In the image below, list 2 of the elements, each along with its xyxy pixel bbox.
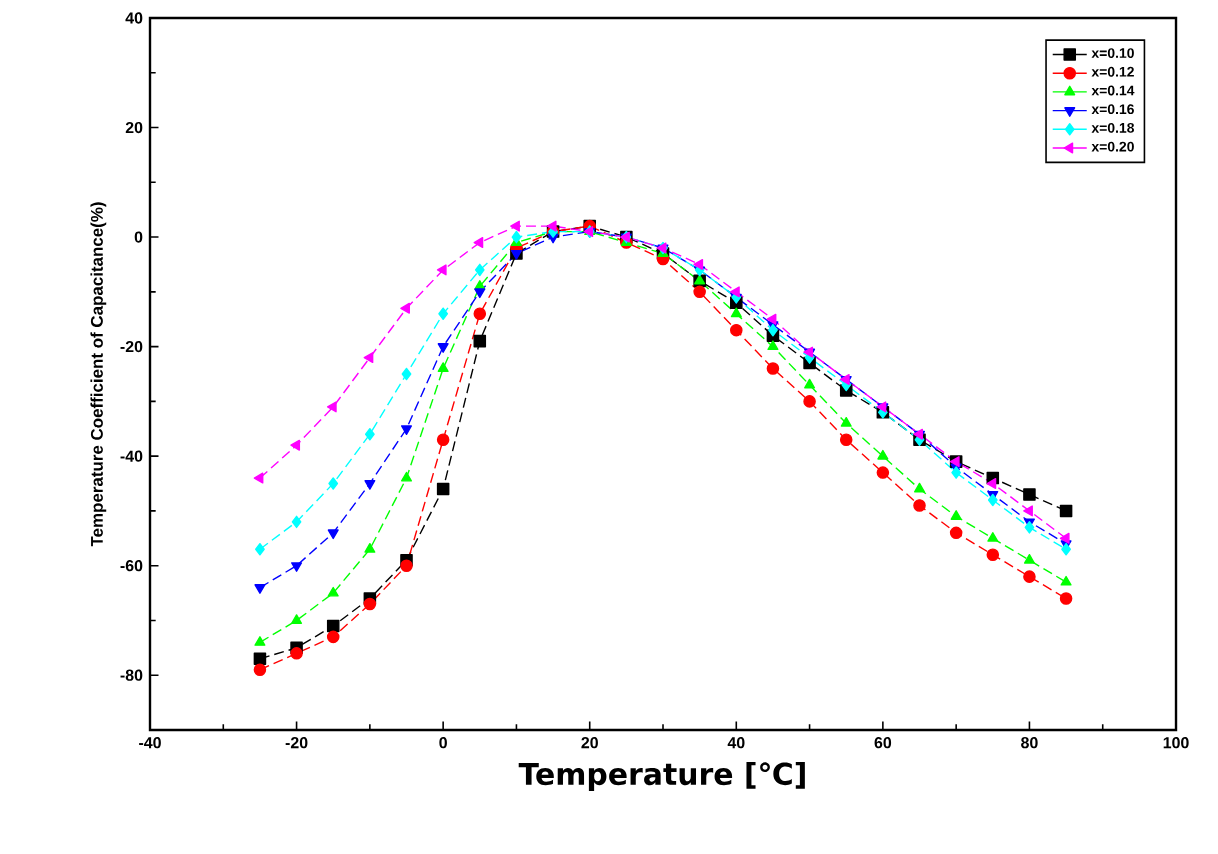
y-axis-title: Temperature Coefficient of Capacitance(%) <box>90 202 107 547</box>
x-axis-title: Temperature [℃] <box>518 762 805 791</box>
